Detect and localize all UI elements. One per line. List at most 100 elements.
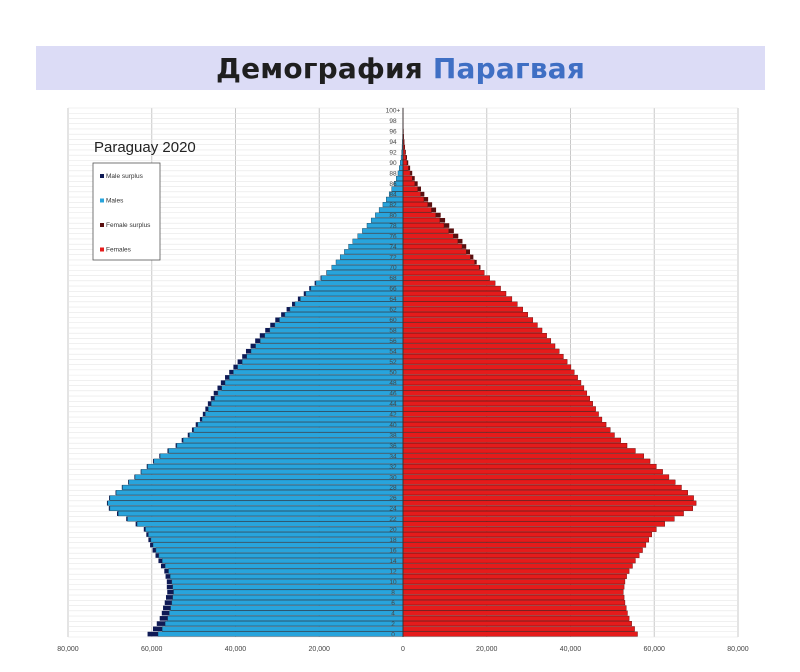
male-bar (150, 537, 404, 543)
male-surplus-bar (187, 432, 190, 438)
female-bar (402, 327, 543, 333)
male-bar (217, 390, 404, 396)
female-bar (402, 453, 644, 459)
x-tick-label: 60,000 (644, 646, 666, 653)
age-tick-label: 78 (389, 223, 397, 230)
age-tick-label: 36 (389, 443, 397, 450)
male-bar (171, 600, 404, 606)
age-tick-label: 44 (389, 401, 397, 408)
male-bar (118, 511, 404, 517)
male-bar (173, 589, 404, 595)
age-tick-label: 88 (389, 170, 397, 177)
female-surplus-bar (423, 197, 429, 202)
female-bar (402, 401, 593, 407)
female-bar (402, 264, 480, 270)
female-bar (402, 443, 628, 449)
male-bar (264, 333, 404, 339)
male-surplus-bar (205, 406, 209, 412)
female-surplus-bar (412, 176, 415, 181)
female-bar (402, 422, 607, 428)
legend-swatch (100, 223, 104, 227)
male-surplus-bar (191, 427, 194, 433)
male-bar (145, 526, 404, 532)
female-bar (402, 448, 636, 454)
male-surplus-bar (159, 616, 168, 621)
male-bar (370, 217, 404, 223)
male-bar (400, 160, 404, 166)
female-surplus-bar (444, 223, 450, 228)
male-surplus-bar (242, 354, 247, 359)
female-bar (402, 374, 578, 380)
female-bar (402, 312, 528, 318)
age-tick-label: 62 (389, 307, 397, 314)
male-bar (221, 385, 404, 391)
age-tick-label: 14 (389, 558, 397, 565)
age-tick-label: 20 (389, 527, 397, 534)
male-bar (260, 338, 404, 344)
male-surplus-bar (165, 574, 171, 579)
x-tick-label: 0 (401, 646, 405, 653)
female-bar (402, 600, 626, 606)
female-bar (402, 521, 665, 527)
female-bar (402, 238, 459, 244)
male-surplus-bar (195, 422, 198, 427)
female-bar (402, 254, 471, 260)
female-bar (402, 301, 518, 307)
male-bar (250, 348, 404, 354)
male-surplus-bar (159, 453, 161, 459)
female-bar (402, 322, 538, 328)
age-tick-label: 74 (389, 244, 397, 251)
female-bar (402, 589, 624, 595)
female-bar (402, 249, 467, 255)
x-tick-label: 40,000 (560, 646, 582, 653)
female-bar (402, 615, 630, 621)
female-bar (402, 432, 615, 438)
male-surplus-bar (143, 527, 146, 532)
female-bar (402, 348, 560, 354)
male-bar (164, 621, 404, 627)
female-surplus-bar (420, 191, 425, 197)
male-bar (172, 594, 404, 600)
male-surplus-bar (135, 521, 138, 527)
female-bar (402, 154, 407, 160)
female-bar (402, 584, 625, 590)
age-tick-label: 100+ (386, 108, 401, 115)
female-surplus-bar (417, 186, 422, 192)
female-bar (402, 469, 663, 475)
age-tick-label: 46 (389, 390, 397, 397)
female-bar (402, 343, 556, 349)
female-bar (402, 390, 588, 396)
male-surplus-bar (265, 327, 270, 333)
male-bar (197, 422, 404, 428)
age-tick-label: 12 (389, 569, 397, 576)
female-bar (402, 621, 632, 627)
population-pyramid-chart: 0246810121416182022242628303234363840424… (57, 108, 749, 653)
male-bar (189, 432, 404, 438)
male-bar (294, 301, 404, 307)
male-bar (182, 437, 404, 443)
female-surplus-bar (474, 259, 477, 265)
x-tick-label: 20,000 (476, 646, 498, 653)
male-surplus-bar (152, 547, 156, 553)
male-surplus-bar (175, 443, 177, 448)
male-surplus-bar (156, 621, 166, 626)
age-tick-label: 24 (389, 506, 397, 513)
male-bar (201, 416, 404, 422)
male-surplus-bar (314, 280, 316, 286)
female-bar (402, 175, 413, 181)
female-bar (402, 427, 611, 433)
female-bar (402, 406, 596, 412)
male-bar (127, 516, 404, 522)
legend-swatch (100, 198, 104, 203)
male-bar (155, 547, 404, 553)
male-bar (205, 411, 404, 417)
male-surplus-bar (150, 542, 154, 548)
male-surplus-bar (164, 568, 169, 574)
male-bar (159, 453, 404, 459)
age-tick-label: 98 (389, 118, 397, 125)
age-tick-label: 28 (389, 485, 397, 492)
female-bar (402, 395, 590, 401)
female-bar (402, 196, 425, 202)
male-surplus-bar (167, 589, 174, 595)
age-tick-label: 30 (389, 474, 397, 481)
